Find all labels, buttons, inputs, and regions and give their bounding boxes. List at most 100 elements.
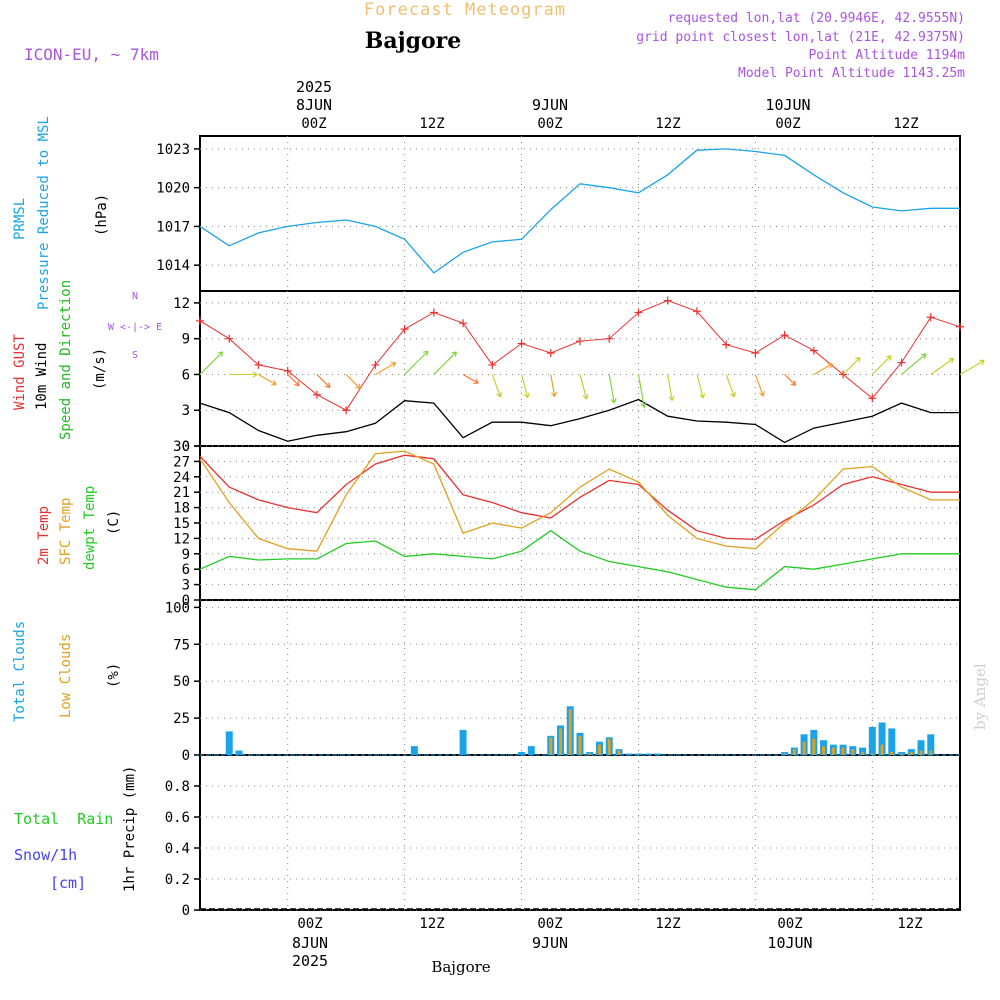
wind-panel (199, 290, 961, 447)
top-year-0: 2025 (296, 78, 332, 96)
compass-we: W <-|-> E (108, 322, 162, 333)
gust-point (576, 337, 584, 346)
cloud-panel (199, 599, 961, 756)
total-cloud-bar (859, 747, 867, 755)
wind-direction-arrow (433, 351, 458, 375)
wind-direction-arrow (871, 355, 892, 375)
precipitation-ytick-label: 0.2 (165, 872, 190, 888)
gust-point (926, 313, 935, 322)
wind-direction-arrow (199, 351, 224, 375)
gust-point (605, 334, 614, 343)
low-cloud-bar (568, 709, 572, 755)
gust-point (722, 340, 731, 349)
gust-point (196, 316, 204, 325)
total-cloud-bar (225, 731, 233, 755)
gust-point (459, 319, 468, 328)
gust-point (429, 308, 438, 317)
location-title: Bajgore (365, 28, 461, 54)
wind-label-2: 10m Wind (34, 343, 50, 410)
gust-point (546, 349, 555, 357)
compass-n: N (132, 291, 138, 302)
precipitation-ytick-label: 0 (182, 903, 190, 919)
top-time-axis: 00Z 12Z 00Z 12Z 00Z 12Z 2025 8JUN 9JUN 1… (296, 78, 919, 132)
top-day-2: 10JUN (765, 96, 810, 114)
temperature-ytick-label: 18 (173, 501, 190, 517)
precip-panel (199, 754, 961, 911)
wind-direction-arrow (608, 374, 617, 404)
pressure-unit: (hPa) (94, 194, 110, 236)
wind-direction-arrow (637, 374, 647, 408)
temperature-ytick-label: 24 (173, 470, 190, 486)
clouds-ytick-label: 25 (173, 711, 190, 727)
pressure-ytick-label: 1020 (156, 181, 190, 197)
gust-line (199, 299, 961, 411)
gust-point (283, 366, 292, 375)
chart-title: Forecast Meteogram (364, 0, 566, 20)
bottom-tick-3: 12Z (655, 916, 680, 932)
total-cloud-bar (644, 753, 652, 755)
total-cloud-bar (868, 726, 876, 755)
low-cloud-bar (851, 749, 855, 755)
pressure-ytick-label: 1023 (156, 142, 190, 158)
bottom-tick-2: 00Z (537, 916, 562, 932)
wind-direction-arrow (784, 374, 797, 387)
wind-ytick-label: 6 (182, 367, 190, 383)
temperature-ytick-label: 15 (173, 516, 190, 532)
wind-direction-arrow (696, 374, 706, 399)
pressure-panel (199, 135, 961, 292)
low-cloud-bar (792, 749, 796, 755)
point-altitude: Point Altitude 1194m (808, 48, 965, 63)
gust-point (371, 360, 380, 369)
wind-direction-arrow (550, 374, 558, 398)
low-cloud-bar (802, 741, 806, 755)
temperature-ytick-label: 30 (173, 439, 190, 455)
low-cloud-bar (919, 750, 923, 755)
temperature-ytick-label: 0 (182, 593, 190, 609)
total-cloud-bar (888, 728, 896, 755)
low-cloud-bar (870, 753, 874, 755)
model-label: ICON-EU, ~ 7km (24, 45, 159, 64)
temperature-ytick-label: 21 (173, 485, 190, 501)
low-cloud-bar (929, 750, 933, 755)
wind-direction-arrow (316, 374, 331, 389)
top-tick-1: 12Z (419, 116, 444, 132)
gust-point (868, 394, 877, 403)
bottom-tick-5: 12Z (897, 916, 922, 932)
top-tick-4: 00Z (775, 116, 800, 132)
low-cloud-bar (617, 750, 621, 755)
pressure-label-2: Pressure Reduced to MSL (36, 116, 52, 310)
wind-direction-arrow (375, 362, 397, 375)
precip-unit: 1hr Precip (mm) (122, 766, 138, 892)
low-cloud-bar (909, 752, 913, 755)
wind-direction-arrow (754, 374, 765, 397)
low-cloud-bar (549, 737, 553, 755)
gust-point (634, 308, 643, 317)
wind-direction-arrow (491, 374, 503, 398)
low-cloud-bar (841, 747, 845, 755)
low-cloud-bar (597, 744, 601, 755)
bottom-time-axis: 00Z 12Z 00Z 12Z 00Z 12Z 8JUN 2025 9JUN 1… (292, 916, 923, 970)
clouds-ytick-label: 50 (173, 674, 190, 690)
gridpoint-coords: grid point closest lon,lat (21E, 42.9375… (636, 30, 965, 45)
pressure-ytick-label: 1014 (156, 258, 190, 274)
wind-speed-line (199, 398, 960, 444)
gust-point (751, 349, 760, 357)
wind-direction-arrow (258, 373, 277, 386)
top-tick-3: 12Z (655, 116, 680, 132)
wind-ytick-label: 3 (182, 403, 190, 419)
low-cloud-bar (812, 738, 816, 755)
wind-direction-arrow (813, 363, 833, 375)
dewpt-line (199, 529, 960, 591)
gust-point (225, 334, 234, 343)
gust-point (897, 358, 906, 367)
clouds-ytick-label: 100 (165, 600, 190, 616)
gust-point (488, 360, 497, 369)
bottom-day-2: 10JUN (767, 934, 812, 952)
total-cloud-bar (518, 752, 526, 755)
wind-direction-arrow (579, 374, 589, 400)
low-cloud-bar (607, 738, 611, 755)
gust-point (780, 331, 789, 340)
wind-direction-arrow (901, 353, 927, 375)
temperature-ytick-label: 3 (182, 578, 190, 594)
